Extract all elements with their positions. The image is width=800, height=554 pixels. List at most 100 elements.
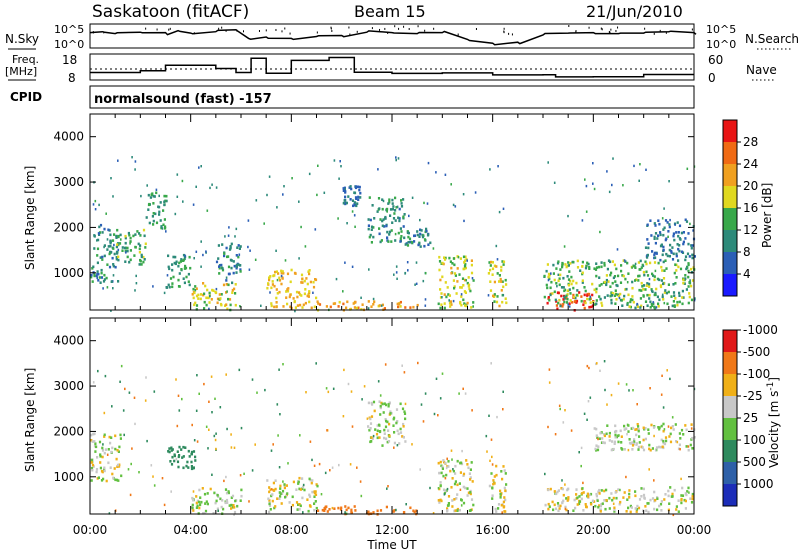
power-cell [611, 281, 614, 285]
velocity-cell [614, 435, 617, 439]
cpid-panel: normalsound (fast) -157 [89, 85, 695, 109]
velocity-cell [659, 502, 663, 506]
velocity-cell [660, 438, 663, 442]
velocity-cell [413, 510, 416, 514]
power-cell [606, 170, 608, 173]
velocity-colorbar-tick-label: 100 [743, 433, 766, 447]
velocity-cell [637, 428, 640, 431]
velocity-cell [653, 479, 655, 482]
power-cell [309, 280, 312, 284]
velocity-cell [403, 371, 406, 374]
power-cell [682, 242, 685, 246]
velocity-colorbar-cell [723, 440, 737, 462]
velocity-cell [433, 412, 436, 416]
power-cell [187, 272, 190, 276]
power-cell [236, 246, 239, 249]
power-cell [176, 173, 179, 176]
power-cell [612, 157, 614, 160]
velocity-cell [595, 434, 598, 437]
power-cell [567, 303, 569, 306]
power-cell [691, 244, 694, 247]
power-cell [230, 242, 233, 246]
velocity-cell [627, 424, 630, 427]
power-range-tick-label: 4000 [53, 130, 84, 144]
power-cell [234, 283, 237, 286]
power-cell [498, 304, 501, 308]
power-cell [227, 272, 230, 276]
velocity-cell [323, 507, 326, 510]
velocity-cell [656, 497, 659, 500]
power-cell [667, 283, 670, 286]
velocity-cell [297, 482, 300, 485]
power-cell [103, 278, 106, 281]
power-cell [182, 200, 184, 203]
power-cell [157, 205, 160, 209]
velocity-cell [397, 432, 400, 436]
power-cell [373, 300, 376, 303]
velocity-cell [602, 441, 605, 444]
power-cell [684, 274, 687, 277]
power-cell [404, 271, 407, 275]
power-cell [613, 275, 617, 278]
power-cell [543, 274, 546, 278]
power-cell [648, 293, 651, 297]
power-cell [439, 288, 442, 291]
power-cell [339, 160, 341, 163]
power-cell [239, 245, 242, 248]
velocity-cell [557, 509, 560, 513]
power-cell [464, 262, 467, 266]
power-cell [614, 289, 617, 292]
power-range-axis-label: Slant Range [km] [23, 166, 37, 270]
power-cell [686, 167, 689, 170]
velocity-cell [389, 410, 392, 413]
velocity-cell [377, 380, 380, 383]
velocity-cell [654, 449, 657, 452]
power-cell [468, 287, 471, 291]
velocity-cell [188, 455, 191, 458]
velocity-cell [456, 459, 459, 463]
velocity-cell [269, 508, 272, 511]
power-cell [667, 290, 670, 294]
power-cell [394, 209, 397, 212]
velocity-cell [291, 495, 294, 499]
power-cell [155, 188, 158, 191]
velocity-cell [170, 490, 172, 493]
power-cell [105, 276, 108, 280]
power-cell [420, 229, 423, 232]
velocity-cell [422, 420, 425, 423]
power-cell [112, 195, 114, 198]
power-cell [453, 286, 456, 290]
power-cell [222, 283, 226, 287]
power-cell [559, 268, 562, 271]
power-cell [454, 274, 457, 277]
velocity-cell [116, 465, 119, 468]
velocity-cell [376, 509, 379, 513]
power-cell [564, 263, 567, 266]
power-cell [610, 271, 613, 275]
power-cell [235, 254, 238, 257]
power-cell [603, 264, 606, 267]
noise-panel: 10^5 10^0 10^5 10^0 [54, 23, 736, 51]
power-cell [183, 281, 186, 285]
power-cell [429, 241, 432, 245]
velocity-cell [576, 496, 579, 500]
power-cell [193, 291, 196, 295]
power-cell [134, 289, 136, 292]
velocity-cell [401, 407, 405, 411]
velocity-cell [633, 440, 636, 443]
power-cell [413, 234, 417, 237]
velocity-cell [399, 402, 402, 406]
velocity-cell [198, 500, 201, 504]
power-cell [487, 272, 490, 275]
power-cell [197, 293, 200, 297]
power-cell [184, 254, 186, 257]
velocity-cell [459, 471, 462, 474]
power-cell [107, 245, 110, 248]
power-cell [174, 212, 177, 216]
power-cell [563, 245, 566, 248]
power-cell [668, 180, 670, 183]
velocity-cell [580, 464, 582, 468]
velocity-cell [669, 432, 672, 436]
velocity-cell [401, 364, 403, 367]
velocity-cell [603, 489, 606, 493]
